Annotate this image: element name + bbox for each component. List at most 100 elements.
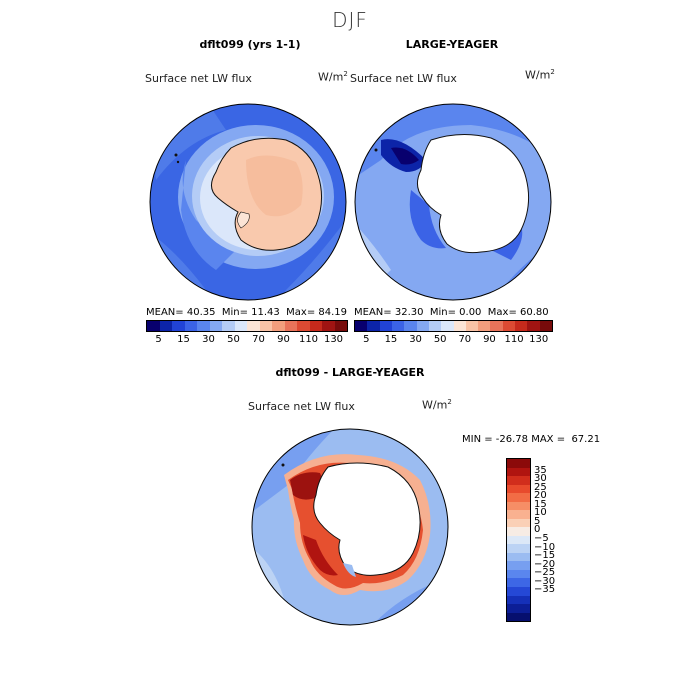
colorbar-tick-label: 35	[534, 464, 547, 476]
colorbar-segment	[209, 321, 222, 331]
panel3-map	[251, 428, 449, 626]
colorbar-segment	[527, 321, 540, 331]
panel2-variable-label: Surface net LW flux	[350, 72, 457, 85]
colorbar-segment	[404, 321, 417, 331]
colorbar-segment	[507, 569, 530, 579]
colorbar-tick-label: −15	[534, 550, 556, 562]
min-flux-core	[391, 147, 419, 165]
colorbar-tick-label: 30	[534, 473, 547, 485]
colorbar-tick-label: 130	[529, 334, 549, 345]
colorbar-segment	[322, 321, 335, 331]
panel2-stats: MEAN= 32.30 Min= 0.00 Max= 60.80	[354, 307, 549, 318]
panel1-colorbar-ticks: 5 15 30 50 70 90 110 130	[146, 334, 346, 346]
colorbar-segment	[355, 321, 368, 331]
colorbar-segment	[367, 321, 380, 331]
colorbar-segment	[197, 321, 210, 331]
colorbar-segment	[234, 321, 247, 331]
colorbar-tick-label: 50	[433, 334, 447, 345]
panel2-title: LARGE-YEAGER	[405, 38, 499, 51]
colorbar-tick-label: −30	[534, 575, 556, 587]
colorbar-segment	[507, 518, 530, 528]
ice-shelf-negative	[343, 563, 356, 577]
colorbar-tick-label: −35	[534, 584, 556, 596]
colorbar-segment	[490, 321, 503, 331]
colorbar-segment	[507, 467, 530, 477]
colorbar-segment	[247, 321, 260, 331]
colorbar-segment	[272, 321, 285, 331]
island-marker	[176, 160, 180, 164]
colorbar-tick-label: −10	[534, 541, 556, 553]
colorbar-segment	[507, 484, 530, 494]
colorbar-segment	[465, 321, 479, 331]
colorbar-tick-label: 5	[534, 515, 541, 527]
colorbar-tick-label: 30	[202, 334, 215, 345]
colorbar-segment	[507, 510, 530, 519]
colorbar-tick-label: 130	[323, 334, 344, 345]
colorbar-segment	[441, 321, 454, 331]
panel2-map	[354, 103, 552, 301]
map-boundary	[251, 428, 449, 626]
diff-max-region	[303, 535, 338, 576]
colorbar-tick-label: 110	[504, 334, 524, 345]
season-title: DJF	[332, 8, 368, 32]
colorbar-segment	[297, 321, 310, 331]
antarctica-landmass-masked	[417, 134, 530, 254]
ice-shelf	[237, 211, 250, 229]
colorbar-segment	[284, 321, 297, 331]
colorbar-tick-label: 110	[298, 334, 319, 345]
colorbar-tick-label: 90	[483, 334, 496, 345]
colorbar-tick-label: 90	[277, 334, 290, 345]
colorbar-segment	[507, 595, 530, 605]
map-boundary	[149, 103, 347, 301]
colorbar-tick-label: 70	[458, 334, 472, 345]
panel1-stats: MEAN= 40.35 Min= 11.43 Max= 84.19	[146, 307, 348, 318]
colorbar-segment	[507, 459, 530, 468]
colorbar-segment	[172, 321, 185, 331]
colorbar-segment	[147, 321, 160, 331]
panel1-units: W/m2	[318, 70, 348, 84]
colorbar-segment	[507, 561, 530, 570]
colorbar-tick-label: 0	[534, 524, 541, 536]
colorbar-segment	[502, 321, 516, 331]
panel1-variable-label: Surface net LW flux	[145, 72, 252, 85]
colorbar-segment	[507, 544, 530, 553]
colorbar-segment	[507, 476, 530, 485]
ocean-band-patch	[409, 190, 446, 249]
colorbar-segment	[507, 552, 530, 562]
panel3-title: dflt099 - LARGE-YEAGER	[275, 366, 425, 379]
interior-warm-region	[246, 155, 303, 217]
colorbar-tick-label: −25	[534, 567, 556, 579]
colorbar-segment	[507, 586, 530, 596]
colorbar-tick-label: −5	[534, 533, 549, 544]
colorbar-tick-label: 20	[534, 490, 547, 502]
colorbar-segment	[507, 527, 530, 536]
colorbar-tick-label: 15	[177, 334, 190, 345]
antarctica-landmass-masked	[313, 462, 421, 576]
panel1-title: dflt099 (yrs 1-1)	[199, 38, 301, 51]
colorbar-segment	[334, 321, 347, 331]
panel3-colorbar	[506, 458, 531, 622]
colorbar-segment	[379, 321, 392, 331]
colorbar-segment	[159, 321, 172, 331]
panel3-units: W/m2	[422, 398, 452, 412]
colorbar-segment	[515, 321, 528, 331]
colorbar-segment	[453, 321, 466, 331]
colorbar-segment	[259, 321, 272, 331]
colorbar-tick-label: 10	[534, 507, 547, 519]
colorbar-segment	[416, 321, 429, 331]
colorbar-tick-label: 15	[534, 498, 547, 510]
colorbar-segment	[507, 604, 530, 613]
panel3-variable-label: Surface net LW flux	[248, 400, 355, 413]
colorbar-tick-label: 25	[534, 481, 547, 493]
island-marker	[174, 153, 178, 157]
colorbar-segment	[184, 321, 197, 331]
colorbar-segment	[391, 321, 405, 331]
ocean-band-patch	[355, 104, 551, 180]
colorbar-tick-label: 15	[384, 334, 398, 345]
panel1-colorbar	[146, 320, 348, 332]
colorbar-tick-label: 50	[227, 334, 240, 345]
colorbar-segment	[309, 321, 322, 331]
colorbar-segment	[222, 321, 235, 331]
colorbar-segment	[507, 612, 530, 622]
panel3-colorbar-ticks: 35 30 25 20 15 10 5 0 −5 −10 −15 −20 −25 −30 −35	[534, 458, 574, 620]
